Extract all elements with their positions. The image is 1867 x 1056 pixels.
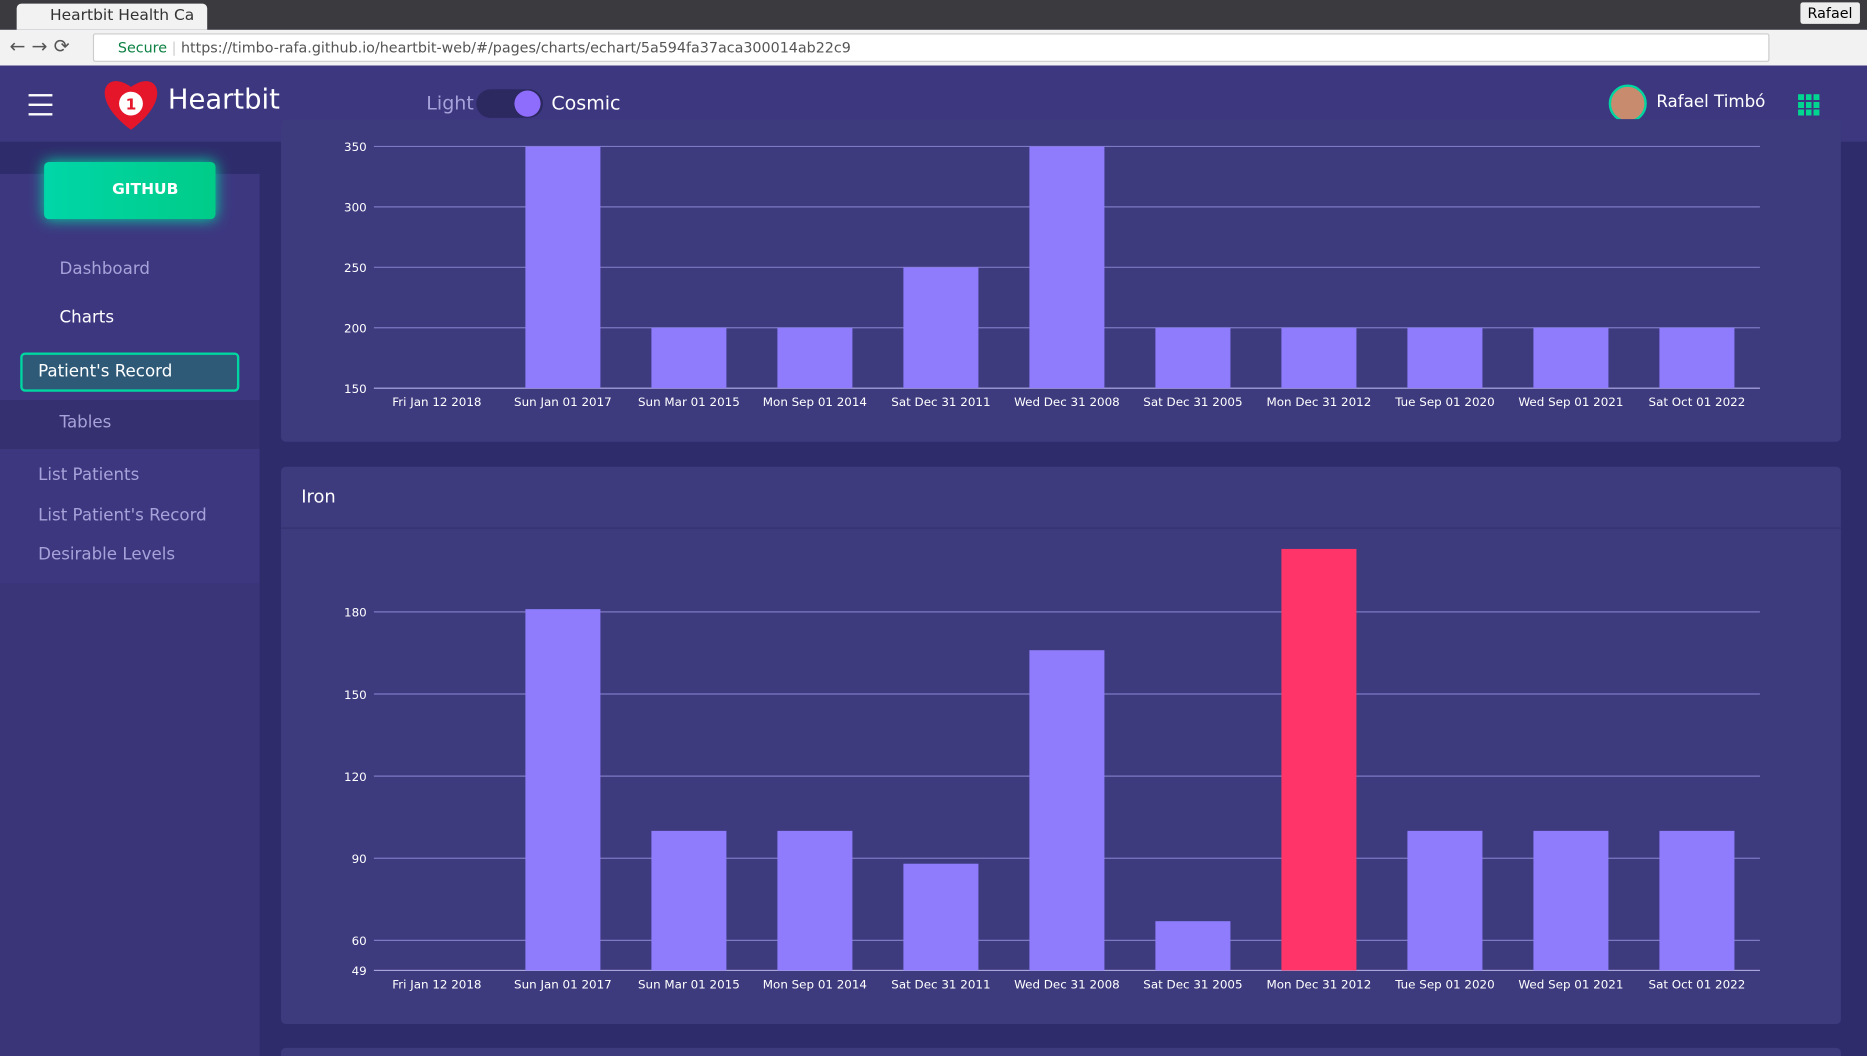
y-tick-label: 150 [344, 382, 367, 396]
tab[interactable]: Heartbit Health Ca [16, 3, 208, 30]
x-tick-label: Mon Dec 31 2012 [1267, 395, 1372, 409]
github-button[interactable]: GITHUB [44, 161, 216, 220]
nav-charts[interactable]: Charts [59, 308, 115, 328]
x-tick-label: Wed Sep 01 2021 [1518, 395, 1623, 409]
x-tick-label: Tue Sep 01 2020 [1394, 395, 1494, 409]
bar [1155, 921, 1231, 971]
y-tick-label: 180 [344, 606, 367, 620]
x-tick-label: Mon Sep 01 2014 [763, 395, 867, 409]
chart-2: 49 60 90 120 150 180 Fri Jan 12 2018 Sun Jan 01… [344, 548, 1760, 991]
y-tick-label: 300 [344, 201, 367, 215]
y-tick-label: 350 [344, 140, 367, 154]
tab-bar: Heartbit Health Ca Rafael [0, 0, 1867, 30]
sidebar-bottom [0, 583, 260, 1056]
nav-tables[interactable]: Tables [59, 413, 112, 433]
github-label: GITHUB [112, 180, 179, 199]
bar [1659, 327, 1735, 389]
bar [777, 830, 853, 971]
nav-dashboard[interactable]: Dashboard [59, 259, 150, 279]
url: https://timbo-rafa.github.io/heartbit-we… [180, 39, 851, 56]
y-tick-label: 49 [352, 964, 367, 978]
tables-row [0, 400, 260, 449]
x-tick-label: Fri Jan 12 2018 [392, 977, 481, 991]
tab-title: Heartbit Health Ca [50, 7, 195, 26]
x-tick-label: Sat Oct 01 2022 [1649, 395, 1746, 409]
x-tick-label: Sun Mar 01 2015 [638, 395, 740, 409]
bar [1281, 327, 1357, 389]
bar [1407, 327, 1483, 389]
nav-buttons[interactable]: ← → ⟳ [9, 34, 70, 58]
nav-list-records[interactable]: List Patient's Record [38, 506, 207, 526]
bar [903, 267, 979, 389]
brand: Heartbit [167, 84, 280, 116]
x-tick-label: Wed Dec 31 2008 [1014, 977, 1120, 991]
bar [1533, 830, 1609, 971]
nav-patients-record[interactable]: Patient's Record [20, 352, 240, 392]
x-tick-label: Mon Dec 31 2012 [1267, 977, 1372, 991]
x-tick-label: Tue Sep 01 2020 [1394, 977, 1494, 991]
y-tick-label: 200 [344, 322, 367, 336]
x-tick-label: Sun Jan 01 2017 [514, 395, 612, 409]
bar [1407, 830, 1483, 971]
theme-light: Light [426, 91, 474, 115]
x-tick-label: Sun Mar 01 2015 [638, 977, 740, 991]
logo-badge: 1 [126, 96, 137, 114]
x-tick-label: Sat Oct 01 2022 [1649, 977, 1746, 991]
y-tick-label: 90 [352, 852, 367, 866]
nav-list-patients[interactable]: List Patients [38, 465, 140, 485]
nav-desirable-levels[interactable]: Desirable Levels [38, 545, 176, 565]
url-box[interactable]: Secure | https://timbo-rafa.github.io/he… [92, 33, 1770, 62]
y-tick-label: 150 [344, 688, 367, 702]
bar [525, 609, 601, 971]
bar [903, 863, 979, 971]
x-tick-label: Wed Dec 31 2008 [1014, 395, 1120, 409]
y-tick-label: 60 [352, 934, 367, 948]
bar [1029, 650, 1105, 971]
bar [1281, 548, 1357, 971]
bar [1155, 327, 1231, 389]
chart-title: Iron [301, 486, 335, 507]
x-tick-label: Sat Dec 31 2011 [891, 395, 990, 409]
y-tick-label: 250 [344, 261, 367, 275]
x-tick-label: Sat Dec 31 2011 [891, 977, 990, 991]
x-tick-label: Sun Jan 01 2017 [514, 977, 612, 991]
x-tick-label: Sat Dec 31 2005 [1143, 977, 1242, 991]
x-tick-label: Mon Sep 01 2014 [763, 977, 867, 991]
apps-icon[interactable] [1798, 94, 1820, 116]
user-name[interactable]: Rafael Timbó [1656, 92, 1766, 112]
bar [777, 327, 853, 389]
bar [1029, 146, 1105, 389]
bar [651, 327, 727, 389]
address-bar: ← → ⟳ Secure | https://timbo-rafa.github… [0, 29, 1867, 67]
x-tick-label: Sat Dec 31 2005 [1143, 395, 1242, 409]
bar [651, 830, 727, 971]
chart-card [281, 1047, 1841, 1056]
x-tick-label: Wed Sep 01 2021 [1518, 977, 1623, 991]
x-tick-label: Fri Jan 12 2018 [392, 395, 481, 409]
y-tick-label: 120 [344, 770, 367, 784]
secure-label: Secure [117, 39, 168, 56]
bar [1533, 327, 1609, 389]
bar [525, 146, 601, 389]
chart-1: 150 200 250 300 350 Fri Jan 12 2018 Sun Jan 01… [344, 140, 1760, 409]
theme-cosmic: Cosmic [551, 91, 621, 115]
logo: 1 [104, 81, 158, 130]
theme-switch[interactable] [476, 89, 543, 118]
menu-toggle[interactable] [28, 94, 53, 116]
profile[interactable]: Rafael [1800, 2, 1860, 24]
bar [1659, 830, 1735, 971]
